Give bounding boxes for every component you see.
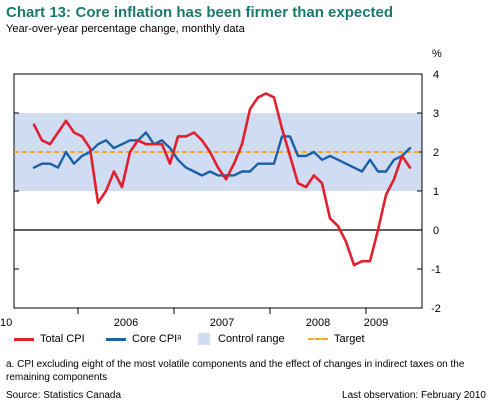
legend-swatch-target <box>308 338 328 340</box>
chart-number: Chart 13: <box>6 4 72 21</box>
source-note: Source: Statistics Canada <box>6 390 122 401</box>
legend-item-core-cpi: Core CPIᵃ <box>106 333 181 345</box>
x-tick-label: 2008 <box>306 317 330 329</box>
y-tick-label: 2 <box>433 147 439 159</box>
legend-label-target: Target <box>334 333 365 345</box>
total-cpi-line <box>32 92 412 267</box>
legend: Total CPI Core CPIᵃ Control range Target <box>14 333 484 349</box>
y-tick-label: 1 <box>433 186 439 198</box>
y-axis-unit: % <box>432 48 442 60</box>
legend-item-total-cpi: Total CPI <box>14 333 85 345</box>
y-tick-label: 3 <box>433 108 439 120</box>
legend-item-target: Target <box>308 333 365 345</box>
y-tick-label: -1 <box>431 264 441 276</box>
x-tick-label: 2006 <box>114 317 138 329</box>
footnote: a. CPI excluding eight of the most volat… <box>6 359 465 383</box>
x-tick-label: 2009 <box>364 317 388 329</box>
last-observation-note: Last observation: February 2010 <box>342 390 486 401</box>
legend-label-total-cpi: Total CPI <box>40 333 85 345</box>
y-tick-label: -2 <box>431 303 441 315</box>
x-tick-label: 2010 <box>0 317 12 329</box>
chart-title: Core inflation has been firmer than expe… <box>75 4 394 21</box>
y-tick-label: 0 <box>433 225 439 237</box>
legend-swatch-control-range <box>198 333 210 345</box>
legend-swatch-core-cpi <box>106 337 126 341</box>
legend-label-control-range: Control range <box>218 333 285 345</box>
legend-item-control-range: Control range <box>198 333 285 345</box>
chart-heading: Chart 13: Core inflation has been firmer… <box>6 4 486 22</box>
legend-swatch-total-cpi <box>14 337 34 341</box>
x-tick-label: 2007 <box>210 317 234 329</box>
chart-subtitle: Year-over-year percentage change, monthl… <box>6 23 245 35</box>
y-tick-label: 4 <box>433 69 439 81</box>
legend-label-core-cpi: Core CPIᵃ <box>132 333 182 345</box>
